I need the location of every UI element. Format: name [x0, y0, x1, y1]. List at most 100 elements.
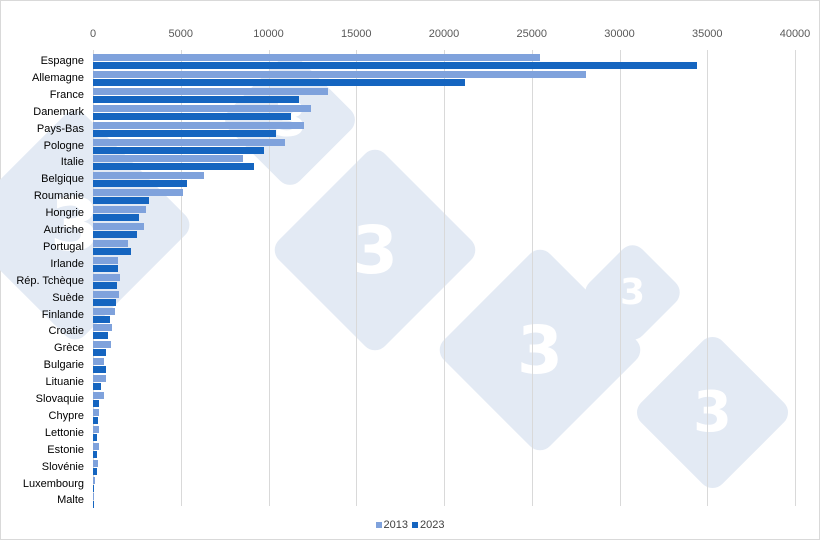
bar-2013: [93, 273, 121, 281]
category-label: Pologne: [43, 139, 84, 152]
gridline: [531, 50, 533, 506]
bar-2013: [93, 172, 204, 180]
bar-2023: [93, 247, 131, 255]
bar-2023: [93, 467, 97, 475]
bar-2023: [93, 400, 100, 407]
category-label: Croatie: [48, 325, 84, 338]
bar-2013: [93, 358, 104, 366]
bar-2023: [93, 484, 95, 492]
category-label: Rép. Tchèque: [16, 274, 84, 287]
x-tick-label: 20000: [428, 28, 460, 40]
bar-2013: [93, 104, 311, 112]
bar-2013: [93, 307, 115, 315]
category-label: Lituanie: [45, 376, 84, 389]
category-label: Belgique: [41, 173, 84, 186]
bar-2023: [93, 129, 277, 137]
bar-2023: [93, 501, 94, 509]
bar-2023: [93, 450, 98, 458]
category-label: Portugal: [43, 240, 84, 253]
bar-2013: [93, 121, 304, 129]
category-label: Irlande: [50, 257, 84, 270]
category-label: Malte: [57, 494, 84, 507]
legend-item-2013: 2013: [375, 519, 408, 531]
bar-2013: [93, 476, 95, 484]
plot-area: [93, 50, 796, 509]
bar-2023: [93, 281, 117, 289]
legend-item-2023: 2023: [412, 519, 444, 531]
bar-2023: [93, 231, 137, 238]
x-tick-label: 15000: [340, 28, 372, 40]
bar-2013: [93, 392, 105, 399]
bar-2013: [93, 239, 129, 247]
bar-2013: [93, 493, 95, 501]
x-tick-label: 35000: [691, 28, 723, 40]
category-label: Estonie: [47, 443, 84, 456]
gridline: [444, 50, 445, 506]
bar-2023: [93, 366, 107, 374]
bar-2013: [93, 425, 100, 433]
category-label: Chypre: [48, 409, 84, 422]
bar-2023: [93, 264, 118, 272]
bar-2013: [93, 54, 540, 61]
bar-2013: [93, 324, 113, 332]
category-label: Finlande: [41, 308, 84, 321]
bar-2013: [93, 189, 184, 197]
category-label: Luxembourg: [22, 477, 84, 490]
bar-2013: [93, 408, 100, 416]
x-tick-label: 0: [89, 28, 97, 40]
bar-2023: [93, 383, 101, 391]
bar-2013: [93, 206, 146, 214]
bar-2013: [93, 223, 144, 230]
bar-2013: [93, 459, 99, 467]
x-tick-label: 5000: [168, 28, 193, 40]
x-tick-label: 40000: [779, 28, 811, 40]
bar-2013: [93, 155, 244, 163]
category-label: Slovaquie: [35, 393, 84, 405]
bar-2023: [93, 163, 254, 171]
legend-swatch-2023: [412, 522, 418, 528]
x-tick-label: 30000: [604, 28, 635, 40]
bar-2023: [93, 180, 187, 188]
bar-2013: [93, 138, 286, 146]
category-label: Italie: [60, 156, 84, 169]
category-label: Suède: [52, 291, 84, 304]
category-label: France: [49, 88, 84, 101]
legend-swatch-2013: [375, 522, 382, 528]
legend-label-2013: 2013: [383, 519, 408, 531]
legend: 2013 2023: [0, 519, 820, 531]
category-label: Allemagne: [32, 71, 84, 84]
gridline: [619, 50, 621, 506]
bar-2013: [93, 87, 329, 95]
category-label: Lettonie: [44, 426, 84, 439]
category-label: Pays-Bas: [36, 122, 84, 135]
x-tick-label: 10000: [253, 28, 284, 40]
gridline: [795, 50, 796, 506]
gridline: [707, 50, 709, 506]
x-tick-label: 25000: [516, 28, 548, 40]
bar-2023: [93, 214, 139, 222]
bar-2023: [93, 112, 292, 120]
bar-2023: [93, 332, 108, 340]
legend-label-2023: 2023: [420, 519, 445, 531]
bar-2023: [93, 62, 697, 69]
bar-2013: [93, 375, 107, 383]
bar-2023: [93, 95, 300, 103]
category-label: Slovénie: [41, 460, 84, 473]
category-label: Bulgarie: [43, 359, 84, 372]
category-label: Hongrie: [45, 207, 84, 220]
bar-2013: [93, 341, 112, 349]
category-label: Autriche: [43, 224, 84, 236]
category-label: Espagne: [40, 55, 84, 67]
category-label: Danemark: [33, 105, 84, 118]
gridline: [268, 50, 270, 506]
bar-2023: [93, 197, 150, 205]
category-label: Grèce: [54, 342, 84, 355]
category-label: Roumanie: [33, 190, 84, 203]
bar-2023: [93, 298, 116, 306]
gridline: [180, 50, 182, 506]
bar-2023: [93, 78, 466, 86]
bar-2013: [93, 290, 120, 298]
bar-2023: [93, 433, 98, 441]
bar-2023: [93, 315, 110, 323]
gridline: [356, 50, 358, 506]
